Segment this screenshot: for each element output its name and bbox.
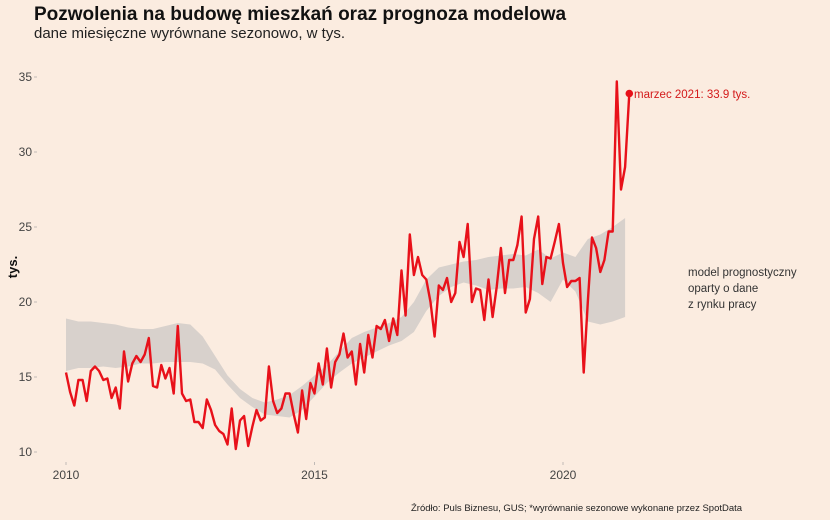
y-tick-label: 35 xyxy=(19,70,33,84)
permits-line xyxy=(64,80,631,451)
x-tick-label: 2015 xyxy=(301,468,328,482)
chart-subtitle: dane miesięczne wyrównane sezonowo, w ty… xyxy=(34,25,345,42)
x-tick-label: 2020 xyxy=(550,468,577,482)
y-tick-label: 25 xyxy=(19,220,33,234)
model-note-line-3: z rynku pracy xyxy=(688,299,757,311)
chart-title: Pozwolenia na budowę mieszkań oraz progn… xyxy=(34,4,567,25)
x-tick-label: 2010 xyxy=(53,468,80,482)
y-tick-label: 30 xyxy=(19,145,33,159)
y-tick-label: 20 xyxy=(19,295,33,309)
axis-layer: 10 15 20 25 30 35 2010 2015 2020 xyxy=(19,70,577,482)
y-tick-label: 15 xyxy=(19,370,33,384)
model-note-line-2: oparty o dane xyxy=(688,283,758,295)
line-layer xyxy=(64,80,634,451)
model-note-line-1: model prognostyczny xyxy=(688,267,797,279)
last-value-annotation: marzec 2021: 33.9 tys. xyxy=(634,89,750,101)
y-axis-label: tys. xyxy=(5,256,20,278)
ribbon-layer xyxy=(66,218,626,418)
last-point-marker xyxy=(625,89,634,98)
source-caption: Źródło: Puls Biznesu, GUS; *wyrównanie s… xyxy=(411,503,743,514)
forecast-ribbon xyxy=(66,218,626,418)
y-tick-label: 10 xyxy=(19,445,33,459)
